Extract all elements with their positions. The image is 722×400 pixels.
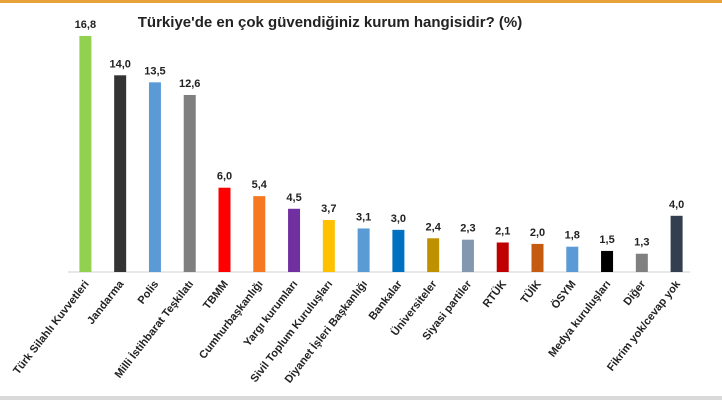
bar: [566, 246, 579, 272]
bar: [253, 196, 266, 272]
value-label: 3,1: [356, 211, 371, 223]
x-tick-label: Türk Silahlı Kuvvetleri: [11, 278, 92, 376]
bar: [670, 215, 683, 272]
x-tick-label: Cumhurbaşkanlığı: [197, 278, 266, 361]
x-tick-label: Polis: [136, 278, 162, 306]
value-label: 4,0: [669, 199, 684, 211]
bar: [392, 229, 405, 272]
value-label: 12,6: [179, 78, 200, 90]
x-tick-label: TBMM: [201, 278, 231, 311]
bar: [357, 228, 370, 272]
bar: [322, 220, 335, 272]
x-tick-label: Medya kuruluşları: [546, 278, 613, 359]
bar: [183, 94, 196, 272]
chart-title: Türkiye'de en çok güvendiğiniz kurum han…: [138, 14, 522, 31]
x-tick-label: Bankalar: [367, 278, 406, 323]
value-label: 2,4: [426, 221, 442, 233]
value-label: 2,3: [460, 223, 475, 235]
value-label: 2,0: [530, 227, 545, 239]
value-label: 4,5: [286, 192, 301, 204]
x-tick-label: RTÜK: [480, 278, 509, 310]
bar: [496, 242, 509, 272]
value-label: 3,0: [391, 213, 406, 225]
x-tick-label: Fikrim yok/cevap yok: [605, 278, 684, 374]
bar: [461, 239, 474, 272]
value-label: 5,4: [252, 179, 268, 191]
bar: [79, 35, 92, 273]
top-stripe: [0, 0, 722, 3]
bottom-stripe: [0, 396, 722, 400]
value-label: 14,0: [109, 58, 130, 70]
bar: [601, 250, 614, 272]
bar: [114, 75, 127, 272]
bar: [531, 243, 544, 272]
bar: [635, 253, 648, 272]
value-label: 1,8: [565, 230, 580, 242]
value-label: 13,5: [144, 65, 165, 77]
value-label: 1,5: [599, 234, 614, 246]
bar: [427, 238, 440, 272]
value-label: 1,3: [634, 237, 649, 249]
bar: [148, 82, 161, 272]
value-label: 3,7: [321, 203, 336, 215]
x-tick-label: Diğer: [621, 278, 648, 308]
bar: [288, 208, 301, 272]
bar: [218, 187, 231, 272]
x-tick-label: Jandarma: [85, 278, 127, 327]
x-tick-label: ÖSYM: [548, 278, 578, 312]
value-label: 6,0: [217, 171, 232, 183]
value-label: 16,8: [75, 19, 96, 31]
value-label: 2,1: [495, 225, 510, 237]
x-tick-label: TÜİK: [518, 278, 544, 306]
